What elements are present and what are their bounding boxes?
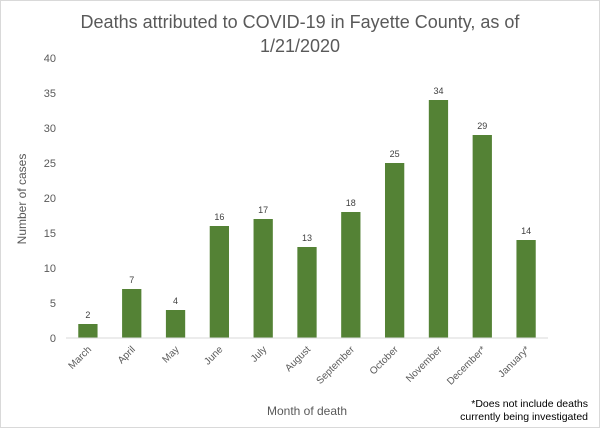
chart-title: Deaths attributed to COVID-19 in Fayette… (60, 10, 540, 58)
data-label: 13 (302, 233, 312, 243)
x-tick-label: April (116, 344, 138, 366)
x-tick-label: January* (497, 344, 533, 380)
bar (472, 135, 492, 338)
bar (297, 247, 317, 338)
bar (384, 163, 405, 338)
bar (253, 219, 273, 338)
data-label: 34 (433, 86, 443, 96)
x-axis-ticks: March April May June July August September Octo… (67, 344, 533, 388)
y-tick-label: 5 (50, 298, 56, 310)
data-labels: 2 7 4 16 17 13 18 25 34 29 14 (85, 86, 531, 320)
y-axis-ticks: 0 5 10 15 20 25 30 35 40 (44, 53, 56, 345)
y-tick-label: 25 (44, 158, 56, 170)
y-tick-label: 30 (44, 123, 56, 135)
bar (341, 212, 361, 338)
data-label: 29 (477, 121, 487, 131)
data-label: 17 (258, 205, 268, 215)
footnote: *Does not include deaths currently being… (460, 398, 588, 424)
chart-title-line-1: Deaths attributed to COVID-19 in Fayette… (80, 12, 520, 32)
data-label: 7 (129, 275, 134, 285)
x-tick-label: August (283, 344, 313, 374)
y-tick-label: 15 (44, 228, 56, 240)
bars (78, 100, 536, 338)
data-label: 18 (346, 198, 356, 208)
bar (516, 240, 536, 338)
footnote-line-2: currently being investigated (460, 411, 588, 423)
data-label: 25 (390, 149, 400, 159)
x-tick-label: May (161, 344, 182, 365)
data-label: 14 (521, 226, 531, 236)
data-label: 4 (173, 296, 178, 306)
y-tick-label: 20 (44, 193, 56, 205)
bar (78, 324, 98, 338)
x-tick-label: September (315, 344, 358, 387)
footnote-line-1: *Does not include deaths (471, 398, 588, 410)
y-axis-title: Number of cases (15, 154, 29, 245)
y-tick-label: 35 (44, 88, 56, 100)
x-tick-label: October (368, 344, 401, 377)
x-tick-label: June (202, 344, 225, 367)
x-tick-label: March (67, 344, 94, 371)
x-tick-label: July (249, 344, 269, 364)
bar (209, 226, 230, 338)
bar (122, 289, 142, 338)
y-tick-label: 0 (50, 333, 56, 345)
x-tick-label: November (404, 344, 445, 385)
chart-title-line-2: 1/21/2020 (259, 36, 341, 56)
data-label: 16 (214, 212, 224, 222)
bar (428, 100, 449, 338)
x-tick-label: December* (445, 344, 488, 387)
y-tick-label: 40 (44, 53, 56, 65)
data-label: 2 (85, 310, 90, 320)
y-tick-label: 10 (44, 263, 56, 275)
bar (165, 310, 186, 338)
x-axis-title: Month of death (267, 404, 347, 418)
